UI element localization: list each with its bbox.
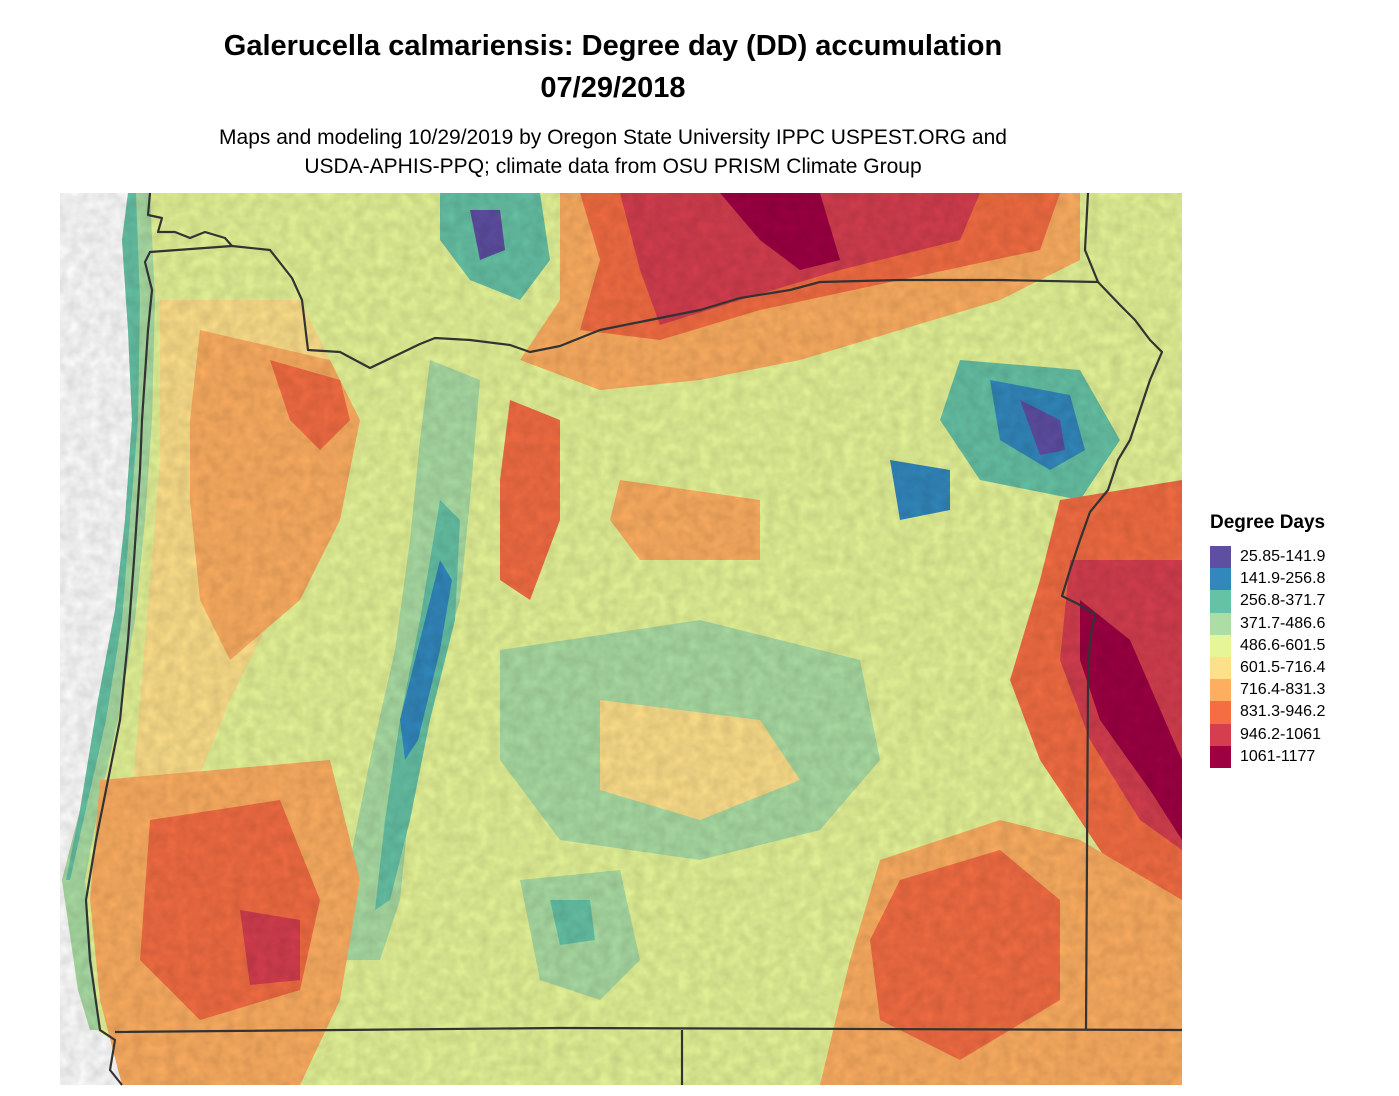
legend-item: 601.5-716.4: [1210, 656, 1326, 680]
legend-items: 25.85-141.9 141.9-256.8 256.8-371.7 371.7-4…: [1210, 546, 1325, 768]
snake-river-boundary: [1060, 281, 1164, 1031]
legend-swatch: [1210, 612, 1231, 635]
legend-swatch: [1210, 723, 1231, 746]
legend-swatch: [1210, 745, 1231, 768]
legend: Degree Days 25.85-141.9 141.9-256.8 256.8-…: [1210, 512, 1325, 768]
legend-title: Degree Days: [1210, 512, 1326, 533]
legend-label: 716.4-831.3: [1240, 681, 1326, 699]
legend-item: 371.7-486.6: [1210, 612, 1326, 635]
legend-label: 946.2-1061: [1240, 725, 1321, 743]
map-credit-line-1: Maps and modeling 10/29/2019 by Oregon S…: [219, 126, 1007, 149]
legend-item: 831.3-946.2: [1210, 701, 1326, 724]
legend-swatch: [1210, 634, 1231, 657]
legend-label: 256.8-371.7: [1240, 592, 1326, 610]
legend-label: 831.3-946.2: [1240, 703, 1326, 721]
legend-swatch: [1210, 546, 1231, 569]
legend-item: 946.2-1061: [1210, 723, 1325, 746]
legend-label: 601.5-716.4: [1240, 659, 1326, 677]
legend-label: 371.7-486.6: [1240, 614, 1326, 632]
legend-swatch: [1210, 590, 1231, 613]
columbia-river-boundary: [231, 192, 1100, 370]
coastline-boundary: [84, 192, 234, 1086]
map-title: Galerucella calmariensis: Degree day (DD…: [223, 30, 1003, 62]
legend-item: 486.6-601.5: [1210, 634, 1326, 657]
legend-item: 141.9-256.8: [1210, 568, 1326, 591]
legend-item: 1061-1177: [1210, 745, 1325, 768]
legend-swatch: [1210, 701, 1231, 724]
legend-swatch: [1210, 656, 1231, 680]
legend-item: 25.85-141.9: [1210, 546, 1326, 569]
legend-swatch: [1210, 679, 1231, 702]
legend-label: 486.6-601.5: [1240, 636, 1326, 654]
legend-label: 141.9-256.8: [1240, 570, 1326, 588]
legend-item: 256.8-371.7: [1210, 590, 1326, 613]
legend-item: 716.4-831.3: [1210, 679, 1326, 702]
legend-label: 25.85-141.9: [1240, 548, 1326, 566]
map-date: 07/29/2018: [540, 72, 686, 104]
map-credit-line-2: USDA-APHIS-PPQ; climate data from OSU PR…: [304, 155, 922, 178]
legend-label: 1061-1177: [1240, 747, 1316, 765]
legend-swatch: [1210, 568, 1231, 591]
southern-state-line: [114, 1026, 1183, 1034]
